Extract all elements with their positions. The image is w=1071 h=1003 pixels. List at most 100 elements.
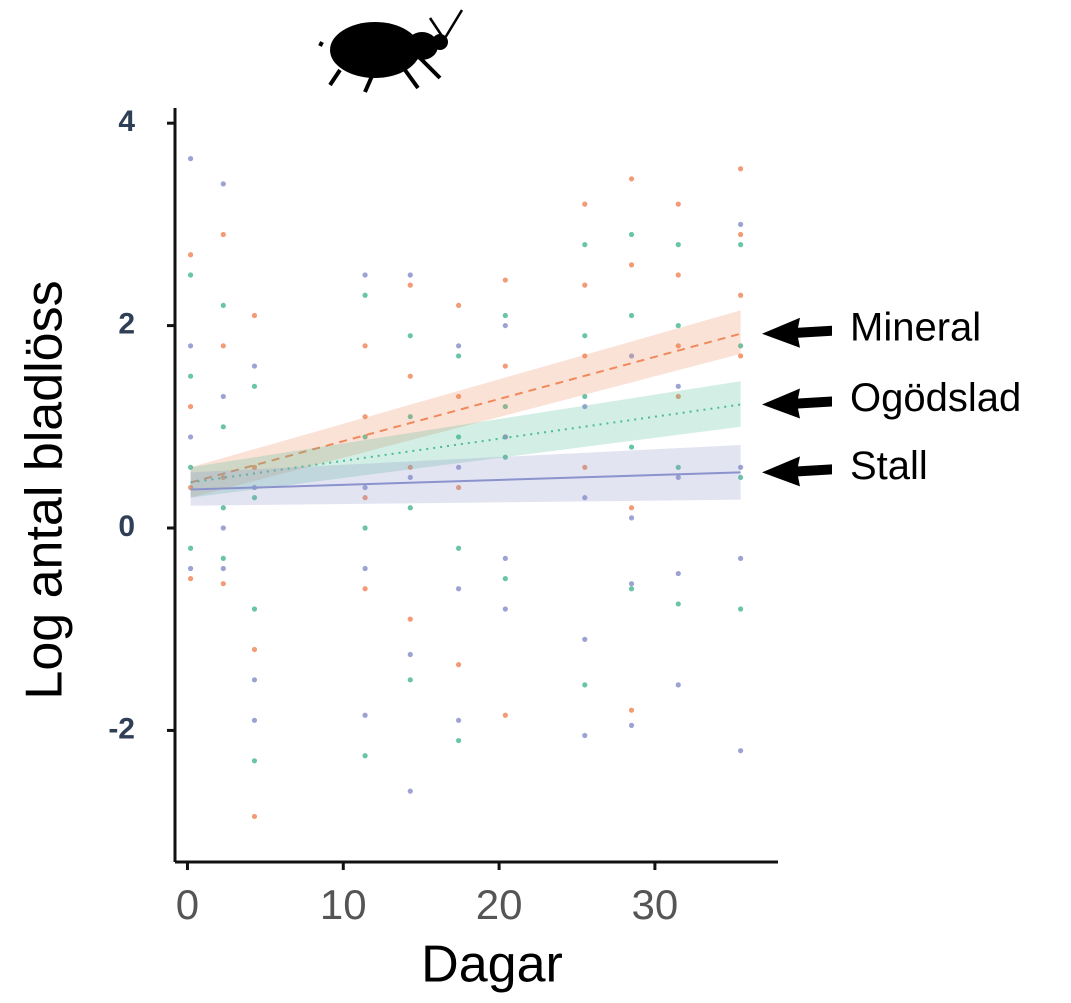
point — [738, 555, 744, 561]
point — [407, 272, 413, 278]
point — [362, 414, 368, 420]
point — [407, 282, 413, 288]
point — [675, 474, 681, 481]
point — [362, 292, 368, 298]
point — [251, 677, 258, 683]
point — [675, 464, 681, 470]
point — [738, 606, 744, 612]
point — [675, 322, 681, 329]
point — [362, 434, 368, 440]
point — [407, 373, 413, 379]
point — [628, 586, 635, 592]
x-axis-label: Dagar — [421, 936, 563, 994]
point — [407, 464, 413, 470]
point — [220, 555, 226, 561]
point — [628, 707, 635, 713]
point — [220, 525, 226, 531]
y-tick-label: -2 — [108, 712, 135, 745]
point — [220, 393, 226, 400]
confidence-band — [190, 310, 741, 498]
point — [628, 231, 635, 238]
point — [675, 343, 681, 349]
x-tick-label: 20 — [476, 881, 523, 928]
x-tick-label: 10 — [320, 881, 367, 928]
point — [362, 565, 368, 572]
point — [628, 353, 635, 359]
point — [455, 586, 462, 592]
y-axis-label: Log antal bladlöss — [16, 280, 74, 699]
point — [628, 262, 635, 268]
point — [362, 586, 368, 592]
point — [628, 515, 635, 521]
point — [582, 495, 588, 501]
point — [628, 176, 635, 182]
point — [187, 252, 194, 258]
point — [407, 414, 413, 420]
point — [455, 717, 462, 723]
point — [362, 495, 368, 501]
point — [582, 333, 588, 339]
point — [502, 606, 508, 612]
point — [187, 373, 194, 379]
point — [251, 813, 258, 820]
point — [251, 383, 258, 389]
point — [582, 353, 588, 359]
beetle-icon — [318, 9, 464, 93]
point — [738, 464, 744, 470]
fit-line — [190, 403, 741, 484]
point — [220, 505, 226, 511]
point — [407, 677, 413, 683]
x-tick-label: 30 — [632, 881, 679, 928]
point — [675, 570, 681, 577]
confidence-band — [190, 445, 741, 506]
point — [187, 272, 194, 278]
point — [220, 302, 226, 308]
x-tick-label: 0 — [176, 881, 199, 928]
series-label: Mineral — [850, 305, 981, 349]
point — [582, 393, 588, 400]
point — [187, 464, 194, 470]
point — [738, 166, 744, 172]
series-label: Ogödslad — [850, 376, 1021, 420]
arrow — [762, 317, 832, 348]
point — [738, 474, 744, 481]
point — [738, 221, 744, 227]
point — [738, 353, 744, 359]
point — [502, 322, 508, 329]
point — [675, 272, 681, 278]
point — [455, 484, 462, 491]
y-tick-label: 0 — [118, 510, 135, 543]
y-tick-label: 4 — [118, 105, 135, 138]
point — [582, 242, 588, 248]
point — [582, 464, 588, 470]
point — [738, 242, 744, 248]
point — [502, 712, 508, 718]
point — [251, 495, 258, 501]
point — [251, 312, 258, 319]
point — [455, 464, 462, 470]
point — [220, 565, 226, 572]
point — [251, 717, 258, 723]
point — [362, 712, 368, 718]
point — [251, 363, 258, 369]
point — [251, 464, 258, 470]
point — [628, 505, 635, 511]
point — [455, 662, 462, 668]
point — [187, 565, 194, 572]
point — [628, 581, 635, 587]
point — [502, 363, 508, 369]
point — [251, 758, 258, 764]
point — [187, 403, 194, 410]
point — [455, 302, 462, 308]
point — [502, 277, 508, 283]
point — [582, 682, 588, 688]
point — [675, 201, 681, 207]
point — [502, 576, 508, 582]
point — [407, 788, 413, 794]
point — [738, 292, 744, 298]
point — [220, 474, 226, 481]
point — [582, 201, 588, 207]
point — [455, 434, 462, 440]
point — [362, 343, 368, 349]
